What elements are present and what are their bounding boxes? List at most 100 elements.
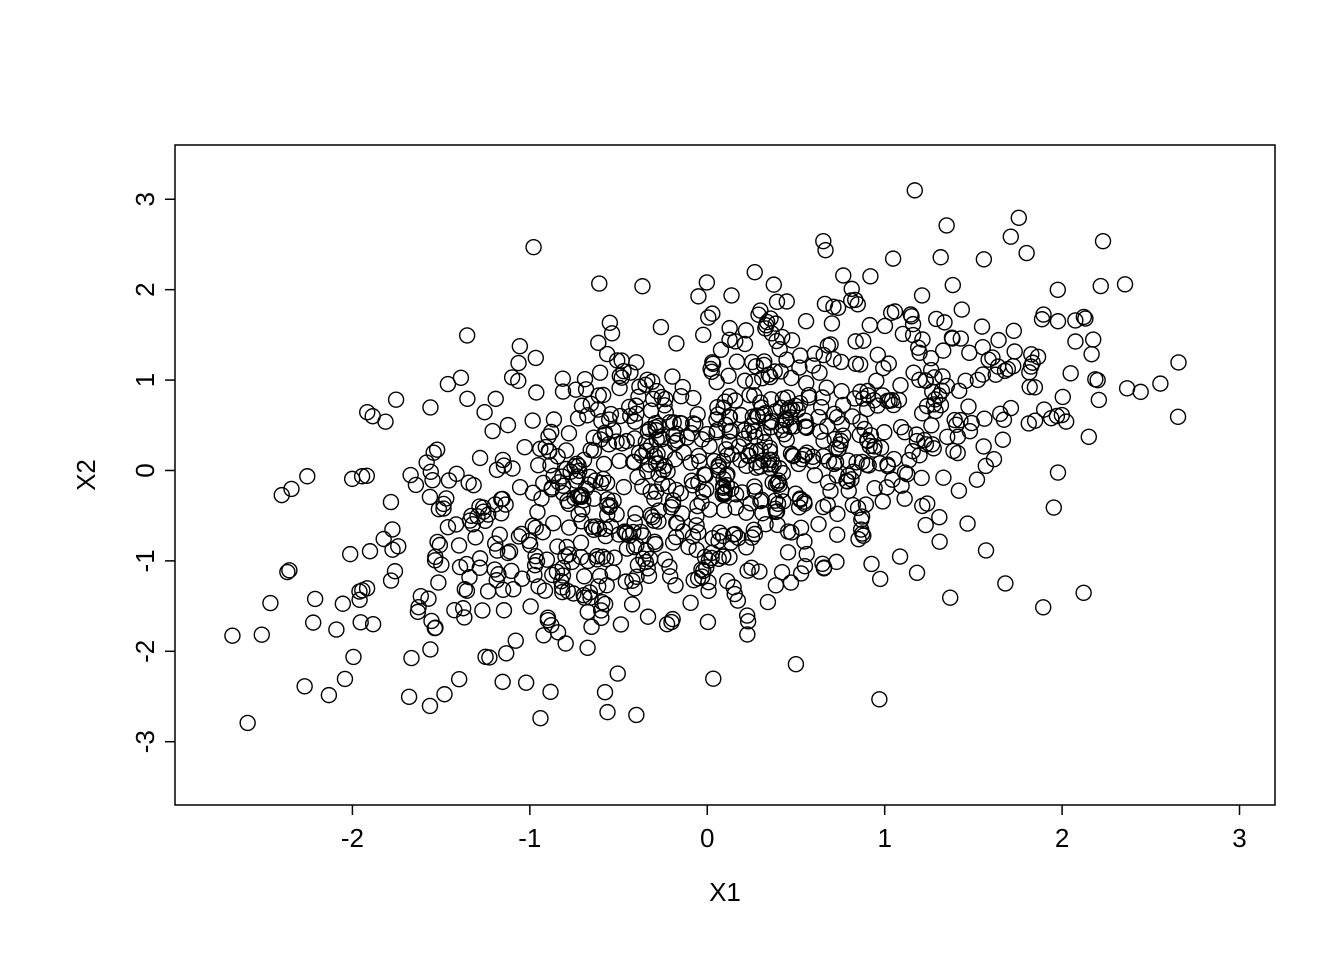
data-point [625,597,640,612]
data-point [706,671,721,686]
data-point [452,538,467,553]
data-point [452,672,467,687]
data-point [1055,389,1070,404]
data-point [580,640,595,655]
data-point [481,584,496,599]
data-point [779,352,794,367]
data-point [422,698,437,713]
data-point [783,575,798,590]
data-point [1006,323,1021,338]
data-point [561,426,576,441]
data-point [385,522,400,537]
data-point [580,604,595,619]
data-point [691,289,706,304]
data-point [1133,384,1148,399]
data-point [961,399,976,414]
data-point [824,316,839,331]
data-point [738,323,753,338]
data-point [814,400,829,415]
data-point [1076,585,1091,600]
data-point [1068,313,1083,328]
data-point [915,288,930,303]
data-point [473,551,488,566]
data-point [699,275,714,290]
data-point [559,443,574,458]
data-point [1171,409,1186,424]
data-point [536,628,551,643]
data-point [944,330,959,345]
data-point [954,302,969,317]
data-point [263,596,278,611]
data-point [936,343,951,358]
data-point [1035,312,1050,327]
data-point [979,543,994,558]
data-point [844,281,859,296]
data-point [794,520,809,535]
data-point [705,306,720,321]
data-point [897,491,912,506]
data-point [722,321,737,336]
y-tick-label: 1 [130,373,160,387]
data-point [488,391,503,406]
data-point [543,684,558,699]
data-point [758,517,773,532]
data-point [1003,229,1018,244]
data-point [1006,359,1021,374]
data-point [523,599,538,614]
data-point [747,265,762,280]
data-point [929,311,944,326]
data-point [975,319,990,334]
data-point [473,450,488,465]
data-point [873,571,888,586]
data-point [430,442,445,457]
data-point [460,391,475,406]
data-point [437,687,452,702]
data-point [797,448,812,463]
scatter-chart: -2-10123X1-3-2-10123X2 [0,0,1344,960]
data-point [829,554,844,569]
y-axis: -3-2-10123 [130,192,175,753]
data-point [225,628,240,643]
data-point [456,601,471,616]
x-tick-label: 3 [1232,823,1246,853]
data-point [690,407,705,422]
data-point [404,651,419,666]
data-point [739,458,754,473]
data-point [924,418,939,433]
data-point [976,439,991,454]
data-point [631,389,646,404]
data-point [696,327,711,342]
data-point [1086,332,1101,347]
data-point [513,480,528,495]
data-point [597,457,612,472]
data-point [834,384,849,399]
data-point [1068,334,1083,349]
data-point [936,470,951,485]
data-point [485,424,500,439]
data-point [721,368,736,383]
data-point [836,268,851,283]
data-point [766,277,781,292]
data-point [950,446,965,461]
data-point [505,461,520,476]
data-point [511,356,526,371]
data-point [495,674,510,689]
data-point [911,340,926,355]
data-point [519,675,534,690]
data-point [300,469,315,484]
data-point [915,332,930,347]
data-point [577,372,592,387]
data-point [337,671,352,686]
data-point [525,413,540,428]
data-point [426,445,441,460]
y-tick-label: -2 [130,640,160,663]
data-point [737,336,752,351]
x-tick-label: -2 [341,823,364,853]
data-point [616,480,631,495]
data-point [720,574,735,589]
data-point [933,250,948,265]
data-point [819,380,834,395]
data-point [477,405,492,420]
data-point [387,564,402,579]
data-point [602,315,617,330]
